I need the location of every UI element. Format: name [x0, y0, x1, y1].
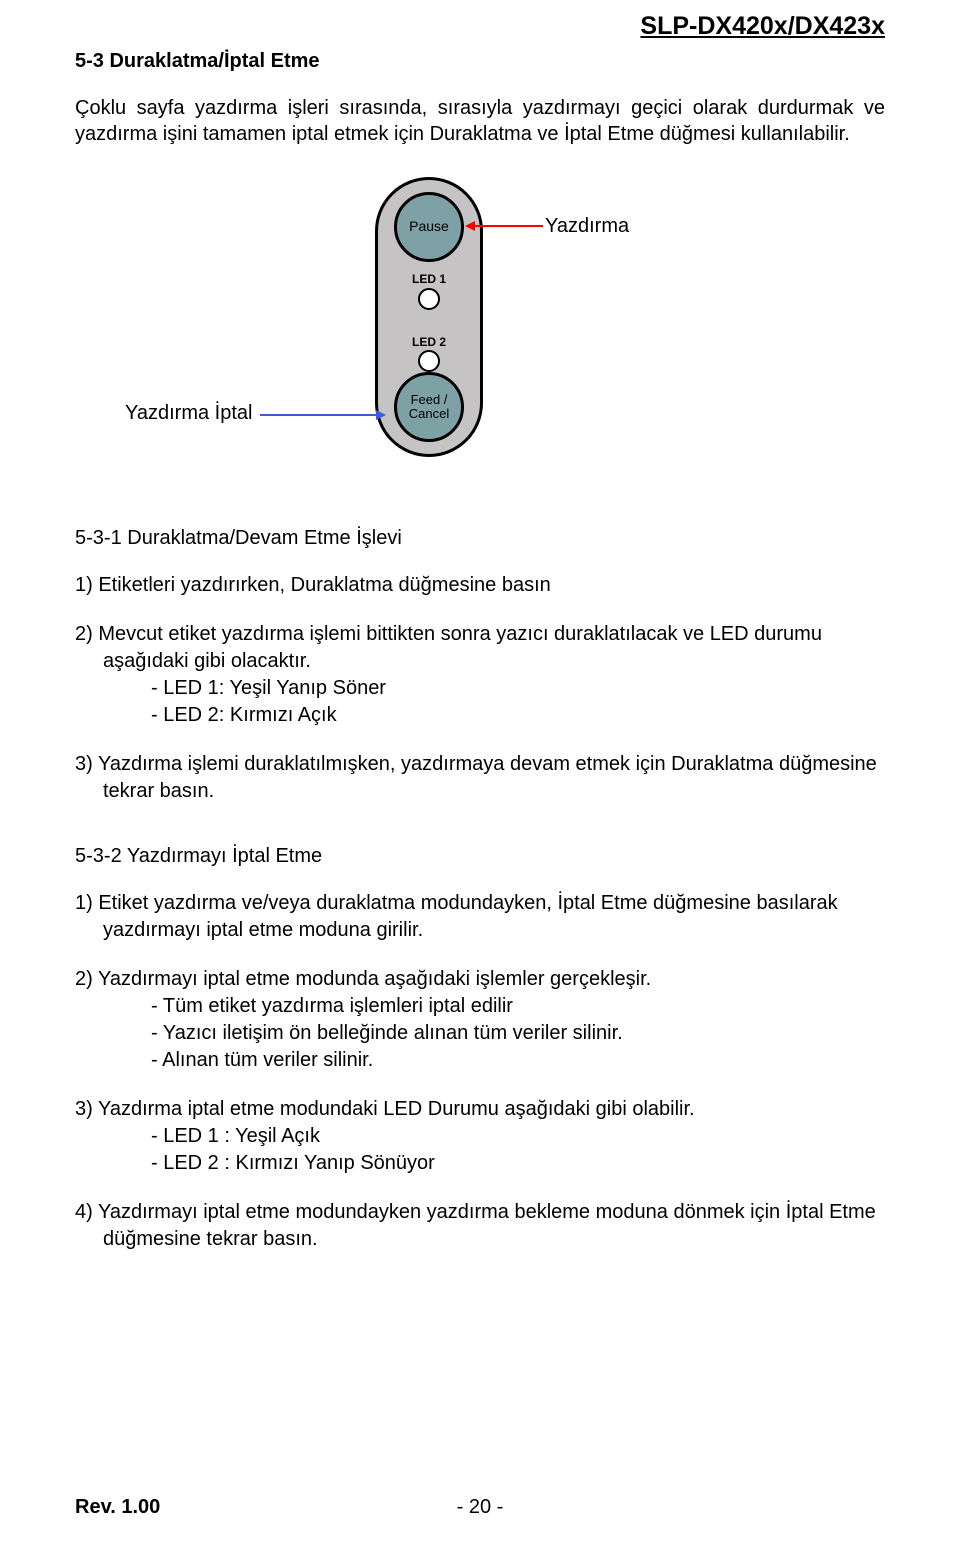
pause-button-graphic: Pause: [394, 192, 464, 262]
feed-line2: Cancel: [409, 406, 449, 421]
s532-step3-a: - LED 1 : Yeşil Açık: [151, 1125, 320, 1147]
s531-step2-line1: 2) Mevcut etiket yazdırma işlemi bittikt…: [75, 623, 822, 645]
s532-step2-b: - Yazıcı iletişim ön belleğinde alınan t…: [151, 1022, 623, 1044]
led1-label: LED 1: [412, 272, 446, 286]
s531-led2: - LED 2: Kırmızı Açık: [151, 704, 337, 726]
subsection-532-title: 5-3-2 Yazdırmayı İptal Etme: [75, 845, 885, 868]
feed-line1: Feed /: [411, 392, 448, 407]
annotation-print: Yazdırma: [545, 215, 629, 238]
annotation-cancel: Yazdırma İptal: [125, 402, 252, 425]
subsection-531-title: 5-3-1 Duraklatma/Devam Etme İşlevi: [75, 527, 885, 550]
s532-step1-line2: yazdırmayı iptal etme moduna girilir.: [103, 919, 423, 941]
arrow-red-icon: [473, 225, 543, 227]
arrow-blue-icon: [260, 414, 378, 416]
model-header: SLP-DX420x/DX423x: [640, 12, 885, 41]
s532-step4-line1: 4) Yazdırmayı iptal etme modundayken yaz…: [75, 1201, 876, 1223]
button-panel-diagram: Pause LED 1 LED 2 Feed / Cancel Yazdırma…: [75, 177, 885, 497]
led2-label: LED 2: [412, 335, 446, 349]
printer-panel: Pause LED 1 LED 2 Feed / Cancel: [375, 177, 483, 457]
intro-paragraph: Çoklu sayfa yazdırma işleri sırasında, s…: [75, 95, 885, 147]
s532-step1: 1) Etiket yazdırma ve/veya duraklatma mo…: [75, 890, 885, 944]
s532-step2-line1: 2) Yazdırmayı iptal etme modunda aşağıda…: [75, 968, 651, 990]
page-number: - 20 -: [457, 1496, 504, 1519]
s532-step4-line2: düğmesine tekrar basın.: [103, 1228, 318, 1250]
s532-step2-a: - Tüm etiket yazdırma işlemleri iptal ed…: [151, 995, 513, 1017]
s532-step2: 2) Yazdırmayı iptal etme modunda aşağıda…: [75, 966, 885, 1074]
led2-icon: [418, 350, 440, 372]
revision-label: Rev. 1.00: [75, 1496, 160, 1519]
section-title: 5-3 Duraklatma/İptal Etme: [75, 50, 885, 73]
s532-step3-b: - LED 2 : Kırmızı Yanıp Sönüyor: [151, 1152, 435, 1174]
s531-step1: 1) Etiketleri yazdırırken, Duraklatma dü…: [75, 572, 885, 599]
s532-step3: 3) Yazdırma iptal etme modundaki LED Dur…: [75, 1096, 885, 1177]
page-footer: Rev. 1.00 - 20 - .: [75, 1496, 885, 1519]
s532-step4: 4) Yazdırmayı iptal etme modundayken yaz…: [75, 1199, 885, 1253]
feed-cancel-button-graphic: Feed / Cancel: [394, 372, 464, 442]
s531-step3-line1: 3) Yazdırma işlemi duraklatılmışken, yaz…: [75, 753, 877, 775]
s532-step2-c: - Alınan tüm veriler silinir.: [151, 1049, 373, 1071]
led1-icon: [418, 288, 440, 310]
s531-step2-line2: aşağıdaki gibi olacaktır.: [103, 650, 311, 672]
s531-led1: - LED 1: Yeşil Yanıp Söner: [151, 677, 386, 699]
s531-step3: 3) Yazdırma işlemi duraklatılmışken, yaz…: [75, 751, 885, 805]
s531-step2: 2) Mevcut etiket yazdırma işlemi bittikt…: [75, 621, 885, 729]
s532-step1-line1: 1) Etiket yazdırma ve/veya duraklatma mo…: [75, 892, 838, 914]
s531-step3-line2: tekrar basın.: [103, 780, 214, 802]
s532-step3-line1: 3) Yazdırma iptal etme modundaki LED Dur…: [75, 1098, 695, 1120]
